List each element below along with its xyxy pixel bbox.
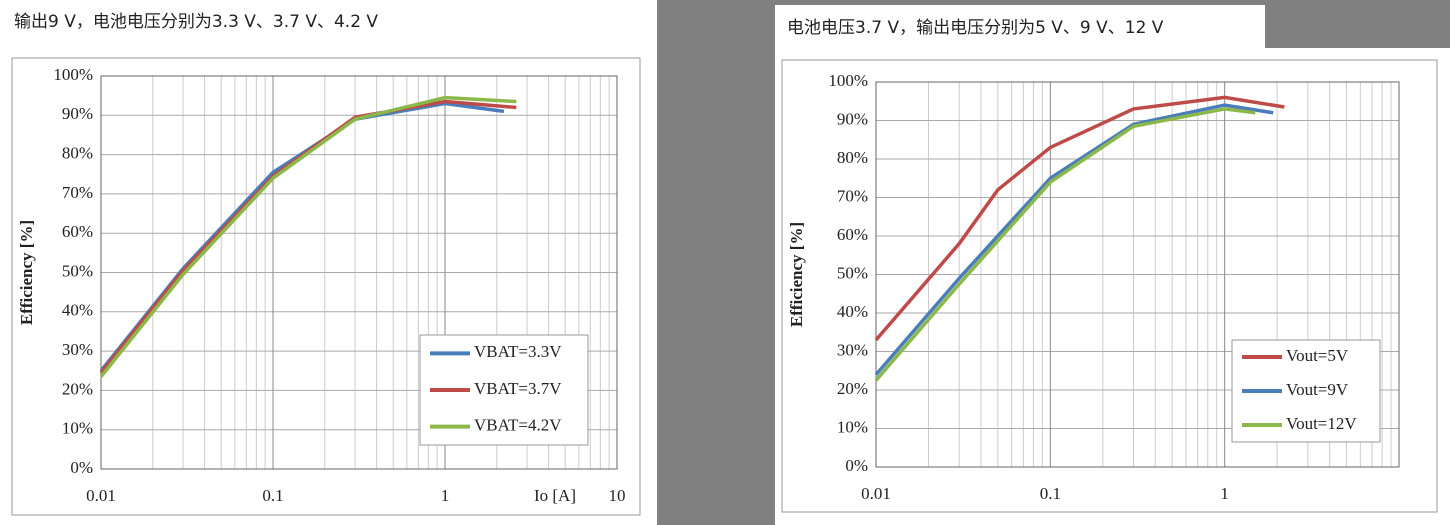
series-line — [874, 95, 1285, 342]
legend-label: VBAT=3.3V — [474, 342, 562, 361]
y-tick-label: 10% — [62, 419, 93, 438]
x-tick-label: 1 — [441, 486, 450, 505]
y-tick-label: 10% — [837, 417, 868, 436]
x-tick-label: 10 — [609, 486, 626, 505]
y-tick-label: 60% — [62, 222, 93, 241]
y-tick-label: 50% — [837, 263, 868, 282]
y-axis-label: Efficiency [%] — [17, 220, 36, 325]
y-tick-label: 100% — [53, 65, 93, 84]
y-axis-label: Efficiency [%] — [787, 222, 806, 327]
y-tick-label: 0% — [845, 456, 868, 475]
legend-label: VBAT=3.7V — [474, 379, 562, 398]
y-tick-label: 90% — [837, 109, 868, 128]
series-line — [874, 103, 1274, 376]
y-tick-label: 20% — [837, 379, 868, 398]
y-tick-label: 50% — [62, 261, 93, 280]
x-axis-label: Io [A] — [534, 486, 576, 505]
legend-label: Vout=5V — [1286, 346, 1349, 365]
y-tick-label: 80% — [837, 148, 868, 167]
chart-title: 电池电压3.7 V，输出电压分别为5 V、9 V、12 V — [787, 18, 1164, 38]
chart-frame — [781, 59, 1438, 513]
x-tick-label: 0.1 — [1040, 484, 1061, 503]
y-tick-label: 80% — [62, 144, 93, 163]
y-tick-label: 20% — [62, 379, 93, 398]
legend-label: Vout=9V — [1286, 380, 1349, 399]
right-title-strip — [775, 5, 1265, 50]
chart-frame — [11, 57, 641, 516]
x-tick-label: 0.01 — [86, 486, 116, 505]
y-tick-label: 30% — [837, 340, 868, 359]
legend-label: VBAT=4.2V — [474, 416, 562, 435]
y-tick-label: 70% — [62, 183, 93, 202]
x-tick-label: 1 — [1220, 484, 1229, 503]
x-tick-label: 0.01 — [861, 484, 891, 503]
y-tick-label: 100% — [828, 71, 868, 90]
plot-area — [875, 81, 1400, 468]
y-tick-label: 40% — [837, 302, 868, 321]
y-tick-label: 90% — [62, 104, 93, 123]
plot-area — [100, 75, 618, 470]
chart-title: 输出9 V，电池电压分别为3.3 V、3.7 V、4.2 V — [14, 12, 378, 32]
series-line — [874, 107, 1256, 382]
y-tick-label: 60% — [837, 225, 868, 244]
series-line — [99, 95, 517, 378]
y-tick-label: 70% — [837, 186, 868, 205]
x-tick-label: 0.1 — [262, 486, 283, 505]
y-tick-label: 40% — [62, 301, 93, 320]
y-tick-label: 30% — [62, 340, 93, 359]
legend-label: Vout=12V — [1286, 414, 1357, 433]
y-tick-label: 0% — [70, 458, 93, 477]
